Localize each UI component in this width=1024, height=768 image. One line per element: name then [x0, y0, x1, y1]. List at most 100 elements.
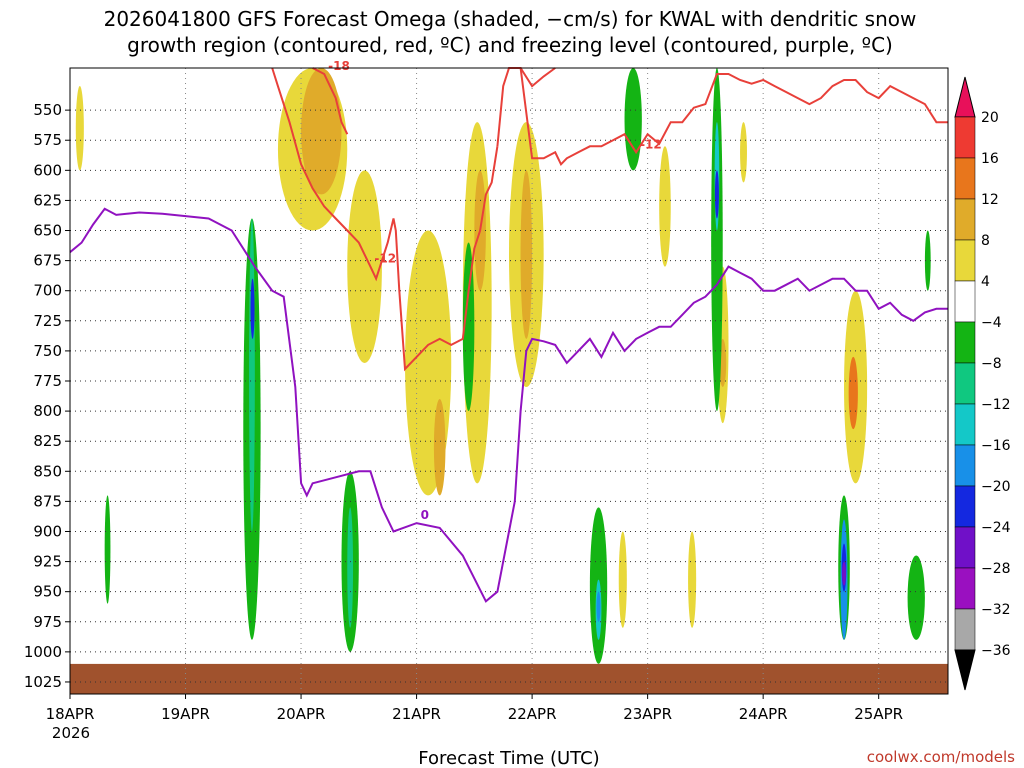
x-tick-label-7: 25APR: [854, 705, 903, 723]
colorbar-bin-8: [954, 444, 976, 487]
omega-region-29: [714, 170, 719, 219]
y-tick-label-2: 600: [33, 161, 62, 179]
colorbar-label-0: 20: [981, 110, 999, 126]
omega-region-5: [433, 399, 446, 496]
contours: 0 -12 -12 -18: [69, 59, 948, 603]
colorbar-label-8: −16: [981, 438, 1011, 454]
omega-region-27: [711, 68, 723, 412]
x-tick-label-0: 18APR: [46, 705, 95, 723]
y-tick-label-3: 625: [33, 191, 62, 209]
terrain-band: [70, 663, 948, 694]
colorbar-label-2: 12: [981, 192, 999, 208]
y-tick-label-8: 750: [33, 342, 62, 360]
contour-label-1: -12: [374, 252, 396, 266]
omega-region-33: [842, 561, 847, 586]
omega-region-13: [740, 122, 747, 183]
chart-title-line-2: growth region (contoured, red, ºC) and f…: [127, 33, 893, 57]
x-tick-label-5: 23APR: [623, 705, 672, 723]
credit-text: coolwx.com/models: [867, 748, 1015, 766]
omega-region-21: [104, 495, 111, 604]
y-tick-label-16: 950: [33, 583, 62, 601]
colorbar-label-9: −20: [981, 479, 1011, 495]
contour-label-0: 0: [421, 508, 429, 522]
x-tick-label-4: 22APR: [508, 705, 557, 723]
contour-line-1: [271, 67, 499, 372]
contour-line-2: [496, 67, 948, 167]
x-tick-label-6: 24APR: [739, 705, 788, 723]
omega-region-36: [462, 242, 475, 412]
plot-background: [70, 68, 948, 694]
y-tick-label-7: 725: [33, 312, 62, 330]
omega-region-10: [659, 146, 671, 267]
omega-region-26: [596, 591, 601, 622]
omega-region-34: [907, 555, 925, 640]
colorbar-bin-3: [954, 239, 976, 282]
colorbar-label-5: −4: [981, 315, 1002, 331]
contour-line-4: [519, 67, 556, 88]
y-tick-label-13: 875: [33, 492, 62, 510]
y-tick-label-14: 900: [33, 522, 62, 540]
y-tick-label-4: 650: [33, 222, 62, 240]
x-tick-label-1: 19APR: [161, 705, 210, 723]
x-tick-label-3: 21APR: [392, 705, 441, 723]
y-tick-label-12: 850: [33, 462, 62, 480]
y-tick-label-15: 925: [33, 553, 62, 571]
colorbar-bin-12: [954, 608, 976, 651]
y-tick-label-19: 1025: [24, 673, 62, 691]
terrain-band: [70, 663, 948, 694]
colorbar-label-3: 8: [981, 233, 990, 249]
colorbar-bottom-arrow: [954, 649, 976, 691]
colorbar-bin-7: [954, 403, 976, 446]
y-tick-label-11: 825: [33, 432, 62, 450]
colorbar-top-arrow: [954, 76, 976, 118]
plot-area: [70, 68, 948, 694]
colorbar-bin-2: [954, 198, 976, 241]
colorbar-bin-5: [954, 321, 976, 364]
contour-label-2: -12: [640, 137, 662, 151]
colorbar: 20 16 12 8 4 −4 −8 −12 −16 −20 −24 −28 −32 −36: [954, 76, 1011, 691]
colorbar-label-4: 4: [981, 274, 990, 290]
omega-region-3: [347, 170, 382, 363]
y-tick-label-9: 775: [33, 372, 62, 390]
y-tick-label-6: 700: [33, 282, 62, 300]
colorbar-bin-10: [954, 526, 976, 569]
colorbar-bin-6: [954, 362, 976, 405]
chart-title-line-1: 2026041800 GFS Forecast Omega (shaded, −…: [104, 7, 917, 31]
omega-region-2: [301, 68, 342, 195]
omega-region-37: [624, 68, 642, 171]
colorbar-label-11: −28: [981, 561, 1011, 577]
omega-region-15: [848, 356, 858, 430]
y-tick-label-0: 550: [33, 101, 62, 119]
colorbar-label-6: −8: [981, 356, 1002, 372]
omega-region-16: [688, 531, 697, 628]
contour-label-3: -18: [328, 59, 350, 73]
x-tick-label-2: 20APR: [277, 705, 326, 723]
contour-line-0: [69, 207, 948, 603]
colorbar-label-10: −24: [981, 520, 1011, 536]
y-tick-label-10: 800: [33, 402, 62, 420]
colorbar-bin-1: [954, 157, 976, 200]
omega-region-35: [924, 230, 931, 291]
y-tick-label-5: 675: [33, 252, 62, 270]
colorbar-label-12: −32: [981, 602, 1011, 618]
colorbar-bin-9: [954, 485, 976, 528]
omega-shading: [75, 68, 931, 664]
colorbar-label-1: 16: [981, 151, 999, 167]
y-tick-labels: 550 575 600 625 650 675 700 725 750 775 800 825 850 8…: [24, 101, 70, 691]
contour-line-3: [312, 67, 349, 135]
colorbar-bin-0: [954, 116, 976, 159]
omega-region-0: [75, 86, 84, 171]
x-tick-labels: 18APR 19APR 20APR 21APR 22APR 23APR 24APR 25APR: [46, 694, 903, 723]
colorbar-label-7: −12: [981, 397, 1011, 413]
colorbar-label-13: −36: [981, 643, 1011, 659]
y-tick-label-1: 575: [33, 131, 62, 149]
omega-region-23: [347, 507, 354, 628]
colorbar-bin-4: [954, 280, 976, 323]
y-tick-label-18: 1000: [24, 643, 62, 661]
x-year-label: 2026: [52, 724, 90, 742]
omega-region-9: [520, 170, 533, 339]
x-axis-label: Forecast Time (UTC): [418, 748, 599, 768]
colorbar-bin-11: [954, 567, 976, 610]
omega-region-20: [250, 278, 255, 339]
